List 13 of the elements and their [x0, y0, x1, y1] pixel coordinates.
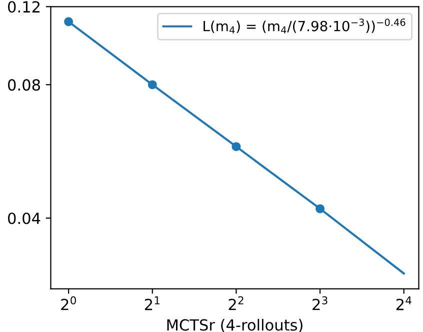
point	[64, 17, 74, 26]
y-tick-label: 0.08	[8, 79, 40, 91]
y-tick-label: 0.04	[8, 212, 40, 224]
x-tick-label: 2$^{2}$	[228, 296, 244, 310]
y-tick-label: 0.12	[8, 1, 40, 13]
point	[316, 204, 325, 214]
x-tick-label: 2$^{4}$	[396, 296, 412, 310]
x-tick-label: 2$^{1}$	[144, 296, 160, 310]
legend-label: L(m$_{4}$) = (m$_{4}$/(7.98·10$^{−3}$))$^{−0.46}$	[204, 18, 406, 34]
point	[148, 80, 157, 90]
x-tick-label: 2$^{0}$	[61, 296, 76, 310]
point	[232, 142, 241, 152]
x-tick-label: 2$^{3}$	[312, 296, 328, 310]
